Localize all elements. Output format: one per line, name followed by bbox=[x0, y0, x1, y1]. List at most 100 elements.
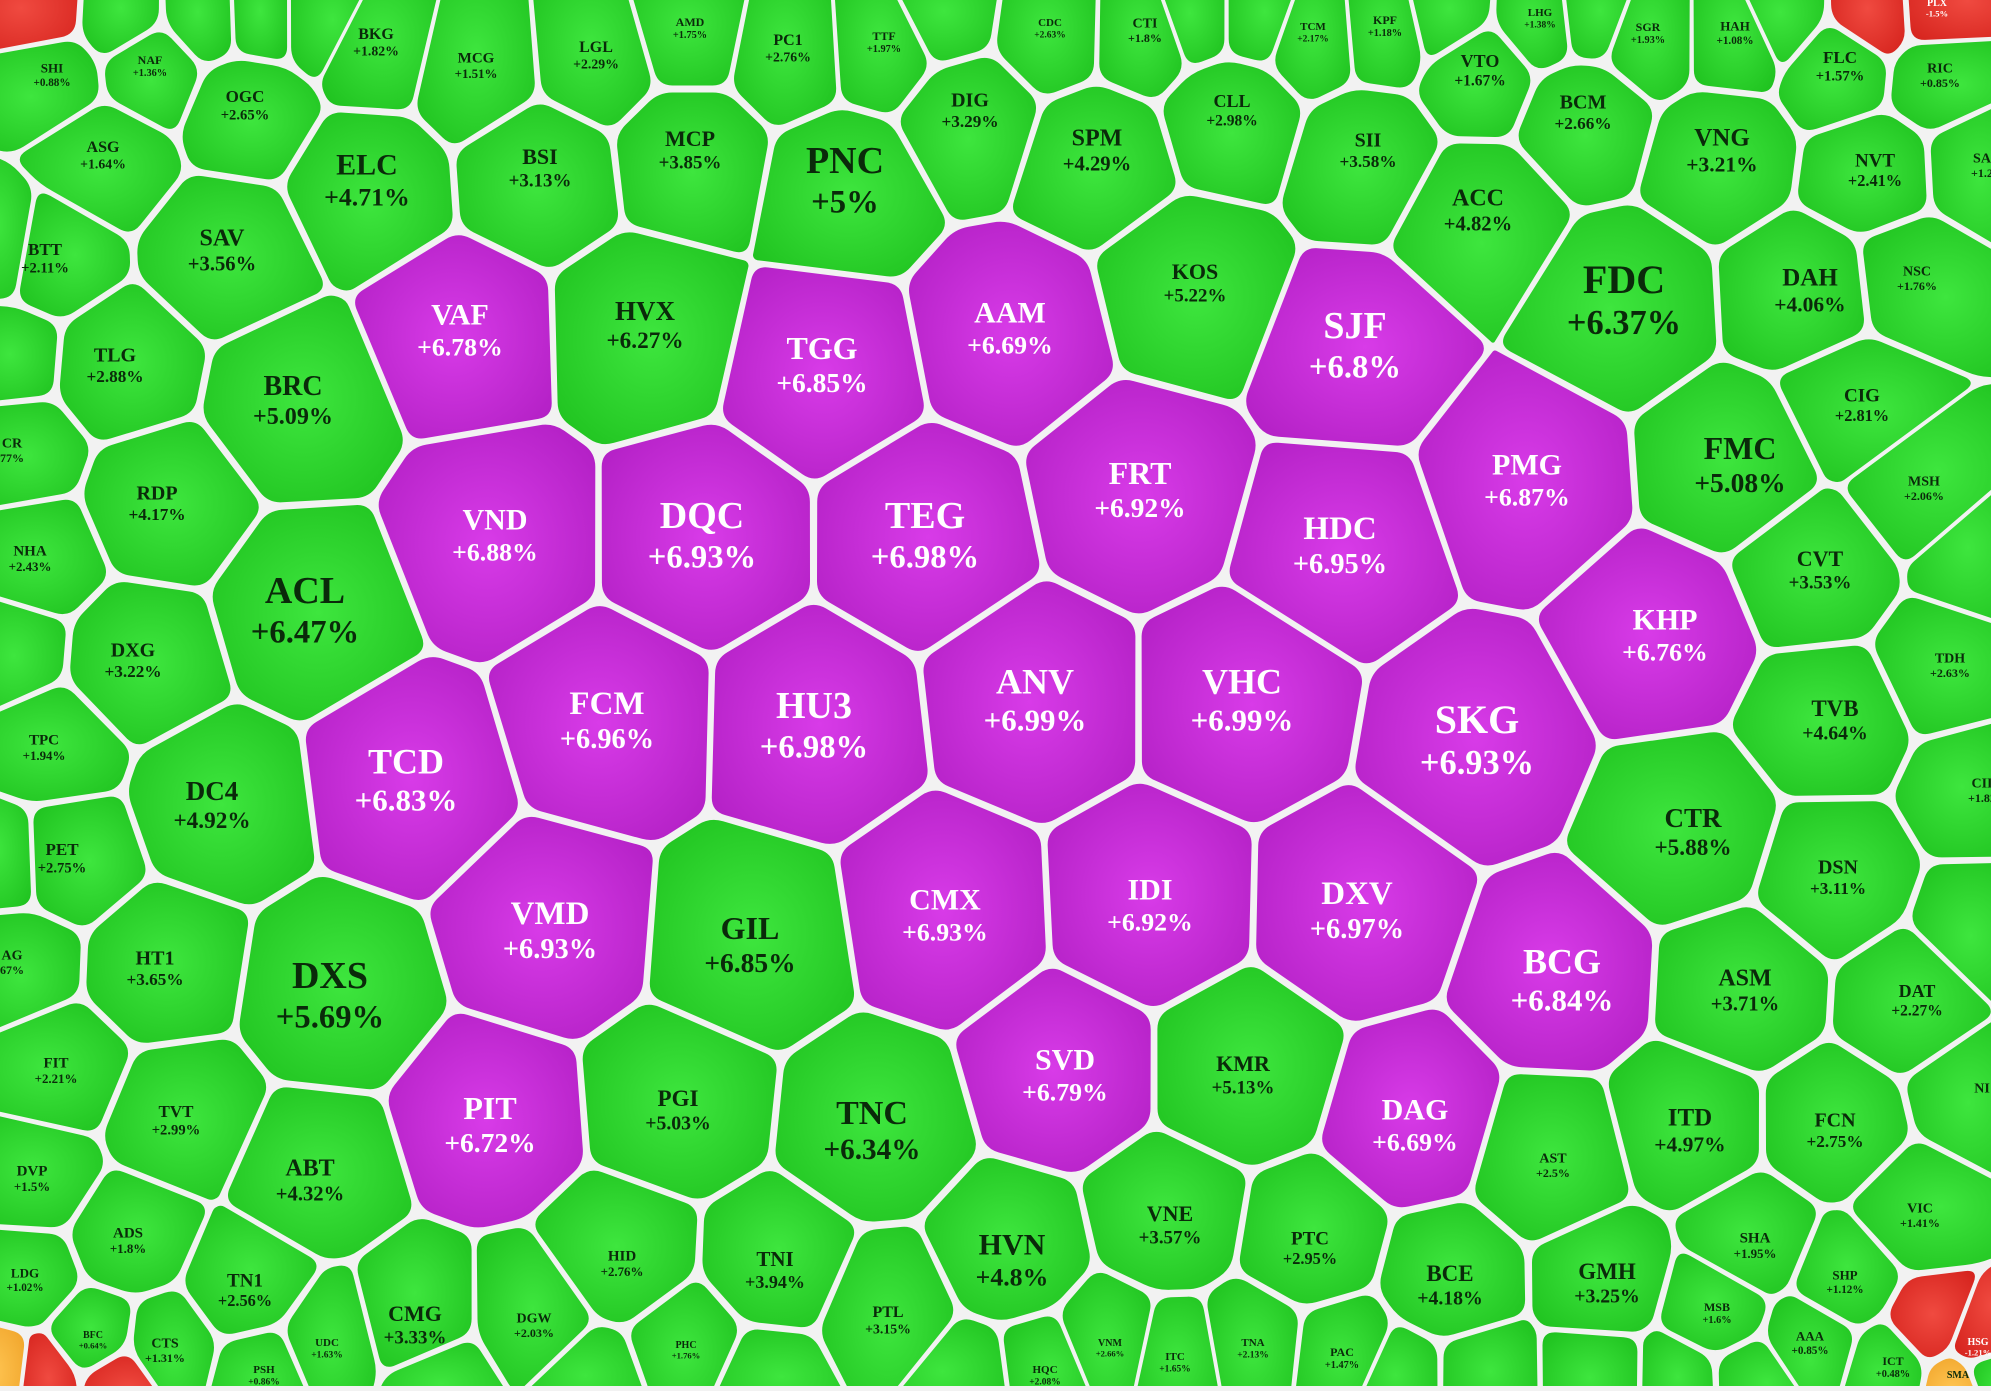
cell-hid[interactable] bbox=[535, 1170, 698, 1323]
cell-btt[interactable] bbox=[19, 193, 131, 317]
cell-vmd[interactable] bbox=[430, 816, 653, 1039]
cell-ldg[interactable] bbox=[0, 1228, 78, 1327]
cell-tn1[interactable] bbox=[185, 1205, 317, 1334]
cell-vic[interactable] bbox=[1853, 1143, 1991, 1271]
cell-ast[interactable] bbox=[1475, 1074, 1629, 1241]
cell-pgi[interactable] bbox=[582, 1004, 777, 1199]
cell-lgl[interactable] bbox=[531, 0, 651, 126]
cell-tvt[interactable] bbox=[105, 1039, 267, 1200]
cell-fit[interactable] bbox=[0, 1003, 129, 1131]
cell-sav[interactable] bbox=[137, 175, 323, 340]
cell-fdc[interactable] bbox=[1503, 205, 1717, 412]
cell-sha[interactable] bbox=[1675, 1172, 1816, 1294]
cell-frt[interactable] bbox=[1026, 380, 1256, 614]
cell-bcg[interactable] bbox=[1446, 852, 1653, 1071]
cell-tpc[interactable] bbox=[0, 687, 129, 801]
cell-hu3[interactable] bbox=[711, 604, 928, 844]
cell-nha[interactable] bbox=[0, 499, 107, 615]
cell-vnm[interactable] bbox=[1062, 1272, 1151, 1391]
cell-cdc[interactable] bbox=[997, 0, 1096, 94]
cell-khp[interactable] bbox=[1538, 528, 1757, 740]
cell-kpf[interactable] bbox=[1346, 0, 1421, 88]
cell-vnd[interactable] bbox=[378, 424, 596, 663]
cell-dvp[interactable] bbox=[0, 1110, 103, 1228]
cell-idi[interactable] bbox=[1047, 783, 1252, 1007]
cell-msb[interactable] bbox=[1661, 1253, 1766, 1351]
cell-aaa[interactable] bbox=[1768, 1296, 1853, 1391]
cell-ctr[interactable] bbox=[1567, 732, 1776, 925]
cell-udc[interactable] bbox=[287, 1265, 376, 1391]
cell-abt[interactable] bbox=[227, 1087, 412, 1259]
cell-dqc[interactable] bbox=[601, 424, 811, 650]
cell-vaf[interactable] bbox=[355, 235, 552, 439]
cell-pet[interactable] bbox=[33, 796, 146, 926]
cell-gil[interactable] bbox=[649, 819, 855, 1050]
cell-acl[interactable] bbox=[212, 505, 424, 721]
cell-dsn[interactable] bbox=[1758, 801, 1920, 960]
cell-fcm[interactable] bbox=[488, 606, 709, 841]
cell-cll[interactable] bbox=[1163, 62, 1301, 204]
cell-cmx[interactable] bbox=[840, 790, 1046, 1030]
cell-bce[interactable] bbox=[1380, 1203, 1526, 1336]
cell-bcm[interactable] bbox=[1518, 65, 1653, 206]
cell-skg[interactable] bbox=[1355, 608, 1596, 866]
cell-flc[interactable] bbox=[1778, 27, 1886, 131]
cell-sa[interactable] bbox=[1930, 95, 1991, 260]
cell-anv[interactable] bbox=[923, 581, 1136, 823]
cell-tgg[interactable] bbox=[723, 267, 924, 479]
cell-dgw[interactable] bbox=[476, 1228, 589, 1390]
cell-ads[interactable] bbox=[72, 1170, 205, 1293]
cell-ric[interactable] bbox=[1891, 40, 1991, 129]
cell-ag[interactable] bbox=[0, 913, 81, 1039]
cell-dag[interactable] bbox=[1322, 1009, 1500, 1208]
cell-cr[interactable] bbox=[0, 402, 89, 509]
cell-tna[interactable] bbox=[1207, 1278, 1298, 1391]
cell-fmc[interactable] bbox=[1634, 362, 1817, 553]
cell-ptc[interactable] bbox=[1239, 1153, 1388, 1304]
cell-cti[interactable] bbox=[1099, 0, 1182, 97]
cell-sgr[interactable] bbox=[1611, 0, 1690, 100]
cell-mcg[interactable] bbox=[417, 0, 535, 144]
cell-dxs[interactable] bbox=[239, 876, 447, 1090]
cell-kos[interactable] bbox=[1097, 195, 1296, 399]
cell-cig[interactable] bbox=[1780, 339, 1971, 482]
cell-ht1[interactable] bbox=[86, 882, 249, 1043]
cell-cii[interactable] bbox=[1895, 717, 1991, 858]
cell-amd[interactable] bbox=[626, 0, 750, 86]
cell-hvn[interactable] bbox=[924, 1158, 1090, 1320]
cell-nvt[interactable] bbox=[1798, 114, 1927, 232]
cell-tcm[interactable] bbox=[1275, 0, 1351, 99]
cell-tdh[interactable] bbox=[1875, 597, 1991, 735]
cell-ict[interactable] bbox=[1837, 1324, 1922, 1391]
cell-lhg[interactable] bbox=[1496, 0, 1568, 69]
cell-brc[interactable] bbox=[203, 295, 403, 503]
cell-itc[interactable] bbox=[1132, 1296, 1222, 1391]
cell-tvb[interactable] bbox=[1732, 645, 1909, 796]
cell-kmr[interactable] bbox=[1157, 967, 1344, 1165]
cell-dxg[interactable] bbox=[70, 582, 231, 745]
cell-svd[interactable] bbox=[956, 968, 1151, 1172]
cell-pc1[interactable] bbox=[734, 0, 837, 125]
cell-dat[interactable] bbox=[1833, 928, 1991, 1073]
cell-vhc[interactable] bbox=[1141, 586, 1363, 823]
cell-vto[interactable] bbox=[1419, 31, 1531, 138]
cell-elc[interactable] bbox=[287, 112, 453, 291]
cell-bsi[interactable] bbox=[456, 104, 619, 267]
cell-hvx[interactable] bbox=[554, 232, 749, 445]
cell-asg[interactable] bbox=[19, 105, 182, 232]
cell-psh[interactable] bbox=[204, 1332, 315, 1391]
cell-spm[interactable] bbox=[1013, 86, 1176, 250]
cell-mcp[interactable] bbox=[617, 92, 768, 253]
cell-pmg[interactable] bbox=[1418, 350, 1633, 610]
cell-teg[interactable] bbox=[816, 423, 1040, 651]
cell-vne[interactable] bbox=[1082, 1131, 1246, 1290]
cell-fcn[interactable] bbox=[1765, 1042, 1908, 1203]
cell-bkg[interactable] bbox=[322, 0, 442, 110]
cell-bfc[interactable] bbox=[51, 1288, 131, 1368]
cell-acc[interactable] bbox=[1393, 143, 1570, 343]
cell-dxv[interactable] bbox=[1256, 785, 1478, 1021]
cell-cmg[interactable] bbox=[357, 1219, 472, 1367]
cell-ni[interactable] bbox=[1907, 1017, 1991, 1189]
cell-rdp[interactable] bbox=[84, 421, 259, 586]
cell-tni[interactable] bbox=[702, 1171, 855, 1328]
